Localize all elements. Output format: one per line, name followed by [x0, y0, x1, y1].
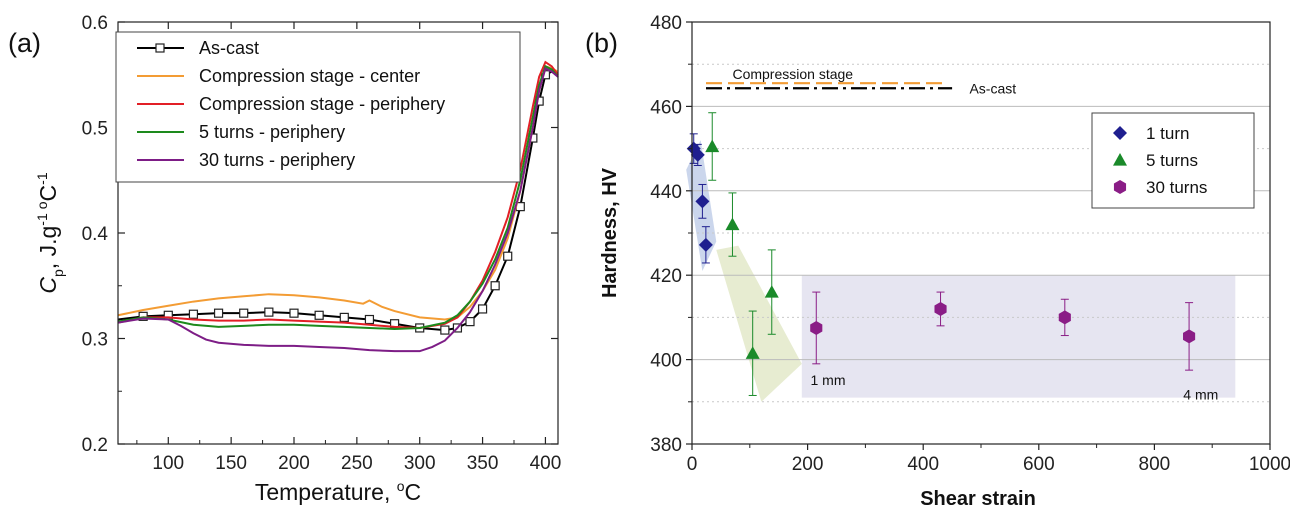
panel-a-point: [314, 310, 324, 320]
panel-b-annotation-1: 4 mm: [1183, 387, 1218, 403]
panel-b-marker-hexagon: [810, 320, 823, 335]
panel-b-xtick-label: 0: [687, 454, 698, 475]
panel-a-legend-label: Compression stage - center: [199, 66, 420, 86]
panel-b-marker-hexagon: [1183, 329, 1196, 344]
panel-b-ytick-label: 400: [650, 351, 682, 372]
panel-b-marker-diamond: [1113, 126, 1127, 140]
panel-a-point: [138, 311, 148, 321]
panel-b-shaded-region-1: [716, 245, 802, 402]
panel-a-xtick-label: 200: [278, 453, 310, 474]
panel-b-marker-diamond: [698, 237, 713, 252]
panel-a-ylabel: Cp, J.g-1oC-1: [34, 172, 66, 293]
panel-a-ytick-label: 0.5: [82, 119, 108, 140]
panel-b-marker-hexagon: [1113, 180, 1127, 194]
panel-a-legend-box: [115, 31, 521, 183]
panel-b-xtick-label: 400: [907, 454, 939, 475]
panel-b-ytick-label: 480: [650, 13, 682, 34]
panel-a-point: [188, 309, 199, 319]
panel-b-marker-triangle: [1113, 153, 1127, 166]
panel-a-legend-label: As-cast: [199, 38, 259, 58]
panel-b-xtick-label: 800: [1139, 454, 1171, 475]
panel-a-legend-marker: [155, 43, 165, 53]
panel-a-point: [477, 304, 488, 314]
panel-b-annotation-0: 1 mm: [810, 372, 845, 388]
panel-a-ytick-label: 0.3: [82, 330, 108, 351]
panel-a-legend-label: 5 turns - periphery: [199, 122, 345, 142]
panel-a-ytick-label: 0.2: [82, 435, 108, 456]
panel-b-ytick-label: 440: [650, 182, 682, 203]
panel-a-label: (a): [8, 28, 41, 58]
panel-b-reference-label-ascast: As-cast: [969, 80, 1016, 96]
panel-b-marker-hexagon: [934, 301, 947, 316]
panel-a-point: [465, 317, 475, 327]
panel-b-xtick-label: 200: [792, 454, 824, 475]
panel-b-legend-label: 5 turns: [1146, 151, 1198, 170]
panel-a-xtick-label: 350: [467, 453, 499, 474]
panel-b-series: [686, 112, 1196, 396]
panel-b-marker-triangle: [705, 139, 720, 153]
panel-b-ytick-label: 420: [650, 266, 682, 287]
panel-a-point: [440, 325, 450, 335]
panel-a-ytick-label: 0.6: [82, 13, 108, 34]
panel-a-xtick-label: 250: [341, 453, 373, 474]
panel-a-point: [364, 314, 375, 325]
panel-b-marker-triangle: [745, 346, 760, 359]
panel-a-point: [213, 308, 224, 318]
panel-a: 100 150 200 250 300 350 400 0.2 0.3 0.4 0.5 0.6 As-…: [34, 13, 561, 505]
panel-a-series: [117, 60, 559, 353]
panel-a-point: [339, 312, 349, 322]
panel-a-ytick-label: 0.4: [82, 224, 109, 245]
panel-a-xtick-label: 100: [152, 453, 184, 474]
panel-b-marker-diamond: [690, 147, 705, 162]
panel-b-legend-label: 1 turn: [1146, 124, 1189, 143]
panel-b: Compression stage As-cast 0 200 400 600 800 10…: [599, 13, 1290, 510]
panel-b-ytick-label: 460: [650, 97, 682, 118]
panel-a-point: [490, 281, 500, 291]
panel-a-point: [289, 308, 299, 318]
panel-a-xtick-label: 300: [404, 453, 436, 474]
panel-a-point: [239, 308, 249, 318]
panel-b-xlabel: Shear strain: [920, 488, 1036, 510]
panel-b-marker-diamond: [695, 194, 710, 209]
panel-a-legend-label: Compression stage - periphery: [199, 94, 445, 114]
panel-a-series-line-3: [117, 64, 559, 331]
panel-b-shaded-region-2: [801, 275, 1236, 398]
panel-b-xtick-label: 600: [1023, 454, 1055, 475]
panel-b-marker-hexagon: [1058, 310, 1071, 325]
panel-b-legend: 1 turn 5 turns 30 turns: [1091, 112, 1255, 209]
panel-a-legend: As-cast Compression stage - center Compres…: [115, 31, 521, 183]
panel-b-xtick-label: 1000: [1249, 454, 1290, 475]
panel-b-legend-label: 30 turns: [1146, 178, 1207, 197]
panel-a-series-line-4: [117, 66, 559, 353]
panel-b-ytick-label: 380: [650, 435, 682, 456]
panel-a-xlabel: Temperature, oC: [255, 478, 421, 505]
panel-a-xtick-label: 400: [530, 453, 562, 474]
panel-a-point: [503, 251, 513, 261]
panel-b-marker-triangle: [725, 217, 740, 231]
panel-a-xtick-label: 150: [215, 453, 247, 474]
panel-a-legend-label: 30 turns - periphery: [199, 150, 355, 170]
panel-b-reference-label-compression: Compression stage: [732, 66, 853, 82]
panel-b-label: (b): [585, 28, 618, 58]
panel-b-ylabel: Hardness, HV: [599, 167, 621, 298]
panel-b-reference-lines: Compression stage As-cast: [706, 66, 1016, 96]
panel-b-marker-triangle: [764, 285, 779, 298]
panel-a-point: [264, 307, 274, 317]
